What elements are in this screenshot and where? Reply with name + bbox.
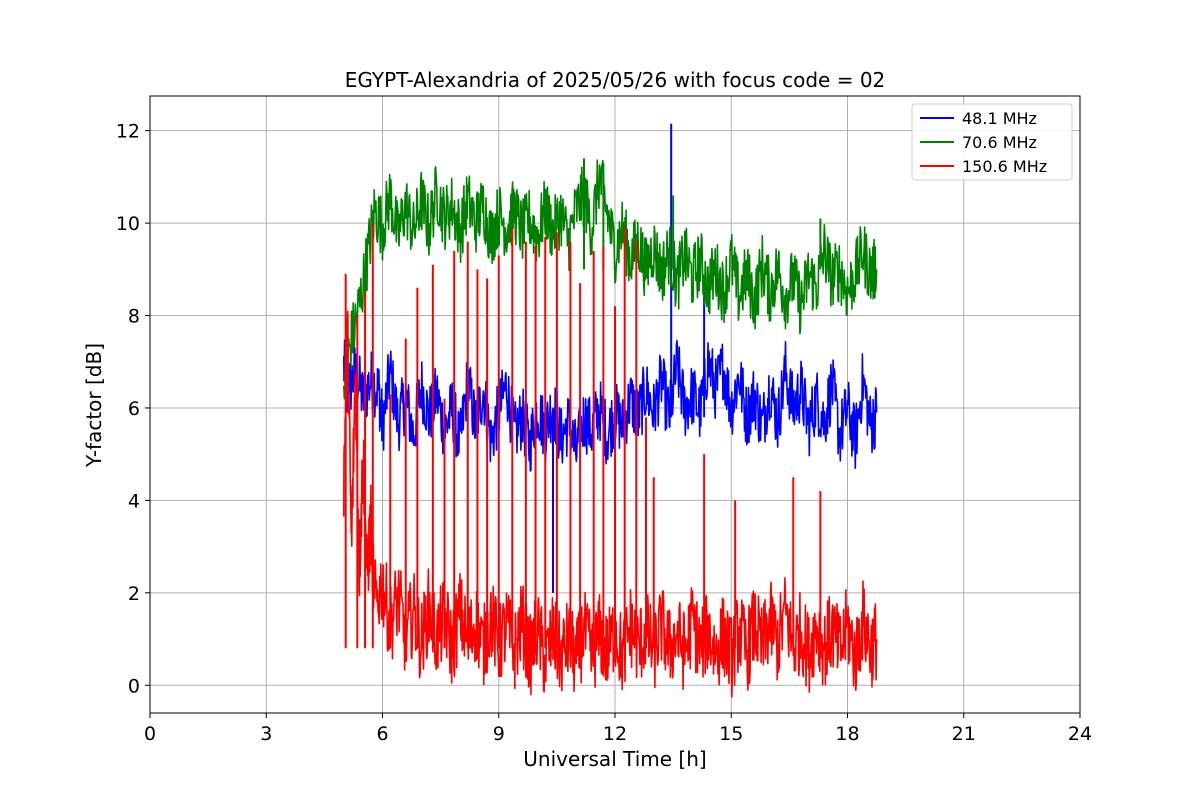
- x-tick-label: 0: [144, 723, 156, 745]
- legend: 48.1 MHz 70.6 MHz 150.6 MHz: [911, 103, 1073, 181]
- y-axis-label: Y-factor [dB]: [82, 343, 106, 468]
- legend-label: 48.1 MHz: [962, 109, 1037, 128]
- plot-area: [343, 123, 878, 698]
- series-line: [343, 339, 878, 472]
- y-tick-label: 4: [128, 490, 140, 512]
- y-tick-label: 10: [116, 213, 140, 235]
- legend-label: 70.6 MHz: [962, 133, 1037, 152]
- x-tick-label: 6: [376, 723, 388, 745]
- y-tick-label: 8: [128, 306, 140, 328]
- series-line: [343, 310, 878, 698]
- y-tick-label: 2: [128, 583, 140, 605]
- x-tick-label: 15: [719, 723, 743, 745]
- series-1: [343, 158, 878, 400]
- series-line: [343, 159, 878, 400]
- x-tick-label: 3: [260, 723, 272, 745]
- x-axis: 0 3 6 9 12 15 18 21 24: [144, 713, 1092, 745]
- series-2: [343, 223, 878, 698]
- x-tick-label: 9: [493, 723, 505, 745]
- legend-label: 150.6 MHz: [962, 157, 1047, 176]
- y-tick-label: 0: [128, 675, 140, 697]
- x-axis-label: Universal Time [h]: [523, 747, 706, 771]
- chart-title: EGYPT-Alexandria of 2025/05/26 with focu…: [345, 68, 886, 92]
- x-tick-label: 18: [835, 723, 859, 745]
- x-tick-label: 24: [1068, 723, 1092, 745]
- legend-box: [911, 103, 1073, 181]
- y-tick-label: 12: [116, 121, 140, 143]
- y-tick-label: 6: [128, 398, 140, 420]
- x-tick-label: 21: [952, 723, 976, 745]
- y-axis: 0 2 4 6 8 10 12: [116, 121, 150, 697]
- x-tick-label: 12: [603, 723, 627, 745]
